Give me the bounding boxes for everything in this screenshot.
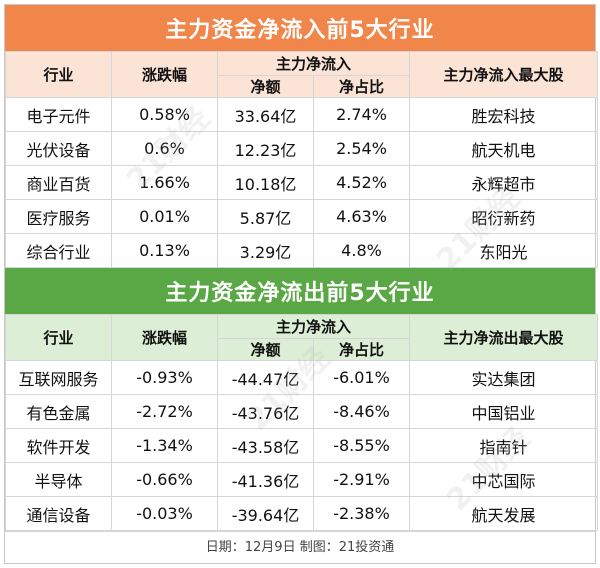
stock-cell: 中芯国际 — [409, 462, 599, 497]
change-cell: 0.58% — [111, 97, 218, 132]
industry-cell: 光伏设备 — [5, 131, 112, 166]
stock-cell: 航天发展 — [409, 496, 599, 531]
stock-cell: 指南针 — [409, 428, 599, 463]
header-main-flow: 主力净流入 — [216, 314, 411, 339]
change-cell: -0.93% — [111, 360, 218, 395]
ratio-cell: -6.01% — [312, 360, 411, 395]
stock-cell: 胜宏科技 — [409, 97, 599, 132]
change-cell: -1.34% — [111, 428, 218, 463]
ratio-cell: 2.74% — [312, 97, 411, 132]
ratio-cell: 4.63% — [312, 199, 411, 234]
amount-cell: 33.64亿 — [217, 97, 314, 132]
header-main-flow: 主力净流入 — [216, 51, 411, 76]
stock-cell: 实达集团 — [409, 360, 599, 395]
industry-cell: 软件开发 — [5, 428, 112, 463]
table-row: 软件开发 -1.34% -43.58亿 -8.55% 指南针 — [5, 428, 599, 463]
change-cell: -2.72% — [111, 394, 218, 429]
amount-cell: 10.18亿 — [217, 165, 314, 200]
ratio-cell: -2.91% — [312, 462, 411, 497]
amount-cell: -44.47亿 — [217, 360, 314, 395]
footer-credit: 日期：12月9日 制图：21投资通 — [5, 531, 595, 559]
header-top-stock: 主力净流出最大股 — [409, 314, 599, 361]
fund-flow-table-card: 主力资金净流入前5大行业 行业 涨跌幅 主力净流入 主力净流入最大股 净额 净占… — [4, 4, 599, 564]
table-row: 电子元件 0.58% 33.64亿 2.74% 胜宏科技 — [5, 97, 599, 132]
header-top-stock: 主力净流入最大股 — [409, 51, 599, 98]
ratio-cell: -8.46% — [312, 394, 411, 429]
outflow-table: 行业 涨跌幅 主力净流入 主力净流出最大股 净额 净占比 互联网服务 -0.93… — [5, 314, 599, 531]
industry-cell: 有色金属 — [5, 394, 112, 429]
change-cell: 1.66% — [111, 165, 218, 200]
table-row: 医疗服务 0.01% 5.87亿 4.63% 昭衍新药 — [5, 199, 599, 234]
industry-cell: 通信设备 — [5, 496, 112, 531]
ratio-cell: 2.54% — [312, 131, 411, 166]
industry-cell: 互联网服务 — [5, 360, 112, 395]
table-row: 通信设备 -0.03% -39.64亿 -2.38% 航天发展 — [5, 496, 599, 531]
amount-cell: 5.87亿 — [217, 199, 314, 234]
industry-cell: 医疗服务 — [5, 199, 112, 234]
table-row: 光伏设备 0.6% 12.23亿 2.54% 航天机电 — [5, 131, 599, 166]
stock-cell: 中国铝业 — [409, 394, 599, 429]
inflow-title: 主力资金净流入前5大行业 — [5, 5, 595, 51]
table-row: 商业百货 1.66% 10.18亿 4.52% 永辉超市 — [5, 165, 599, 200]
table-row: 综合行业 0.13% 3.29亿 4.8% 东阳光 — [5, 233, 599, 268]
ratio-cell: 4.8% — [312, 233, 411, 268]
amount-cell: -39.64亿 — [217, 496, 314, 531]
stock-cell: 东阳光 — [409, 233, 599, 268]
header-net-amount: 净额 — [217, 338, 314, 361]
ratio-cell: 4.52% — [312, 165, 411, 200]
ratio-cell: -2.38% — [312, 496, 411, 531]
header-change: 涨跌幅 — [111, 51, 218, 98]
header-net-amount: 净额 — [217, 75, 314, 98]
industry-cell: 半导体 — [5, 462, 112, 497]
amount-cell: -43.58亿 — [217, 428, 314, 463]
ratio-cell: -8.55% — [312, 428, 411, 463]
change-cell: 0.13% — [111, 233, 218, 268]
table-row: 互联网服务 -0.93% -44.47亿 -6.01% 实达集团 — [5, 360, 599, 395]
table-row: 有色金属 -2.72% -43.76亿 -8.46% 中国铝业 — [5, 394, 599, 429]
industry-cell: 电子元件 — [5, 97, 112, 132]
amount-cell: -41.36亿 — [217, 462, 314, 497]
table-row: 半导体 -0.66% -41.36亿 -2.91% 中芯国际 — [5, 462, 599, 497]
amount-cell: 12.23亿 — [217, 131, 314, 166]
header-industry: 行业 — [5, 314, 112, 361]
stock-cell: 昭衍新药 — [409, 199, 599, 234]
change-cell: 0.6% — [111, 131, 218, 166]
change-cell: 0.01% — [111, 199, 218, 234]
amount-cell: -43.76亿 — [217, 394, 314, 429]
amount-cell: 3.29亿 — [217, 233, 314, 268]
change-cell: -0.03% — [111, 496, 218, 531]
change-cell: -0.66% — [111, 462, 218, 497]
header-net-ratio: 净占比 — [312, 338, 411, 361]
stock-cell: 航天机电 — [409, 131, 599, 166]
industry-cell: 综合行业 — [5, 233, 112, 268]
stock-cell: 永辉超市 — [409, 165, 599, 200]
inflow-table: 行业 涨跌幅 主力净流入 主力净流入最大股 净额 净占比 电子元件 0.58% … — [5, 51, 599, 268]
header-industry: 行业 — [5, 51, 112, 98]
industry-cell: 商业百货 — [5, 165, 112, 200]
outflow-title: 主力资金净流出前5大行业 — [5, 268, 595, 314]
header-net-ratio: 净占比 — [312, 75, 411, 98]
header-change: 涨跌幅 — [111, 314, 218, 361]
